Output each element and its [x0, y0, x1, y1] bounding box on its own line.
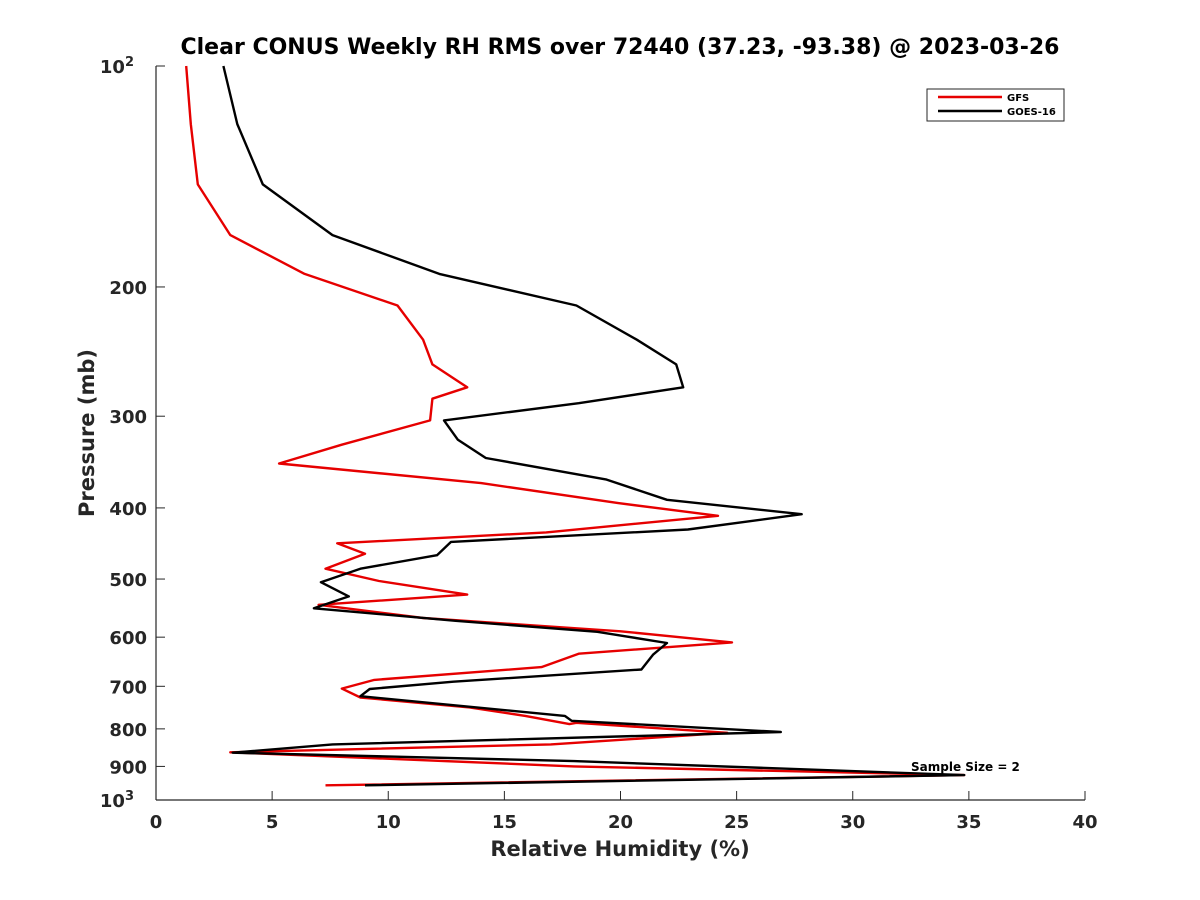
legend-box — [926, 88, 1065, 122]
y-tick-label: 900 — [109, 757, 147, 778]
y-tick-label: 200 — [109, 278, 147, 299]
x-axis-label: Relative Humidity (%) — [490, 837, 749, 861]
y-tick-label: 600 — [109, 628, 147, 649]
legend: GFS GOES-16 — [926, 88, 1065, 122]
x-tick-label: 35 — [956, 812, 981, 833]
y-tick-label: 400 — [109, 499, 147, 520]
x-tick-label: 15 — [492, 812, 517, 833]
y-tick-label: 700 — [109, 677, 147, 698]
y-tick-label: 300 — [109, 407, 147, 428]
y-axis-label: Pressure (mb) — [75, 349, 99, 517]
chart-title: Clear CONUS Weekly RH RMS over 72440 (37… — [181, 35, 1060, 60]
x-tick-label: 5 — [266, 812, 279, 833]
y-tick-label: 500 — [109, 570, 147, 591]
x-tick-label: 10 — [376, 812, 401, 833]
x-tick-label: 0 — [150, 812, 163, 833]
x-ticks: 0 5 10 15 20 25 30 35 40 — [150, 791, 1098, 833]
x-tick-label: 20 — [608, 812, 633, 833]
legend-label-goes16: GOES-16 — [1007, 107, 1056, 118]
series-line-goes16 — [222, 65, 966, 787]
legend-label-gfs: GFS — [1007, 93, 1029, 104]
x-tick-label: 40 — [1072, 812, 1097, 833]
plot-lines — [185, 65, 966, 787]
series-line-gfs — [185, 65, 966, 787]
x-tick-label: 30 — [840, 812, 865, 833]
sample-size-annotation: Sample Size = 2 — [911, 760, 1020, 774]
x-tick-label: 25 — [724, 812, 749, 833]
y-tick-label: 800 — [109, 720, 147, 741]
